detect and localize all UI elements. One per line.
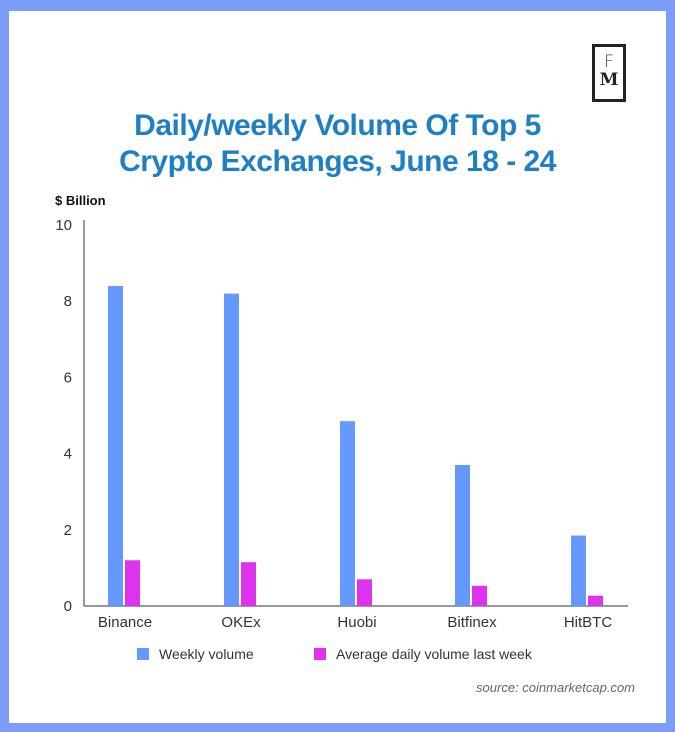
- bar-weekly-huobi: [340, 421, 355, 606]
- x-tick-label: Bitfinex: [447, 614, 497, 631]
- bar-weekly-binance: [108, 285, 123, 606]
- bar-daily-hitbtc: [588, 595, 603, 606]
- bar-daily-bitfinex: [472, 585, 487, 606]
- y-tick-label: 0: [64, 598, 72, 615]
- legend-swatch-daily: [314, 648, 326, 660]
- bar-weekly-okex: [224, 293, 239, 606]
- x-tick-label: OKEx: [221, 614, 261, 631]
- y-tick-label: 8: [64, 293, 72, 310]
- x-tick-label: Huobi: [337, 614, 376, 631]
- legend-label-weekly: Weekly volume: [159, 646, 254, 662]
- legend-label-daily: Average daily volume last week: [336, 646, 532, 662]
- bar-weekly-hitbtc: [571, 535, 586, 606]
- x-tick-label: HitBTC: [564, 614, 613, 631]
- legend-swatch-weekly: [137, 648, 149, 660]
- legend-item-daily: Average daily volume last week: [314, 646, 532, 662]
- y-tick-label: 10: [55, 217, 72, 234]
- chart-title-line-1: Daily/weekly Volume Of Top 5: [134, 109, 541, 142]
- bar-daily-binance: [125, 560, 140, 606]
- y-tick-label: 6: [64, 369, 72, 386]
- bar-weekly-bitfinex: [455, 465, 470, 606]
- fm-logo: F M: [592, 44, 626, 102]
- logo-letter-f: F: [604, 52, 614, 72]
- y-tick-label: 4: [64, 446, 72, 463]
- logo-letter-m: M: [599, 70, 619, 90]
- legend-item-weekly: Weekly volume: [137, 646, 254, 662]
- bar-daily-huobi: [357, 579, 372, 606]
- y-axis-label: $ Billion: [55, 193, 106, 208]
- chart-title-line-2: Crypto Exchanges, June 18 - 24: [119, 145, 556, 178]
- chart-title: Daily/weekly Volume Of Top 5 Crypto Exch…: [0, 108, 675, 180]
- x-tick-label: Binance: [98, 614, 152, 631]
- y-tick-label: 2: [64, 522, 72, 539]
- source-note: source: coinmarketcap.com: [476, 680, 635, 695]
- bar-daily-okex: [241, 562, 256, 606]
